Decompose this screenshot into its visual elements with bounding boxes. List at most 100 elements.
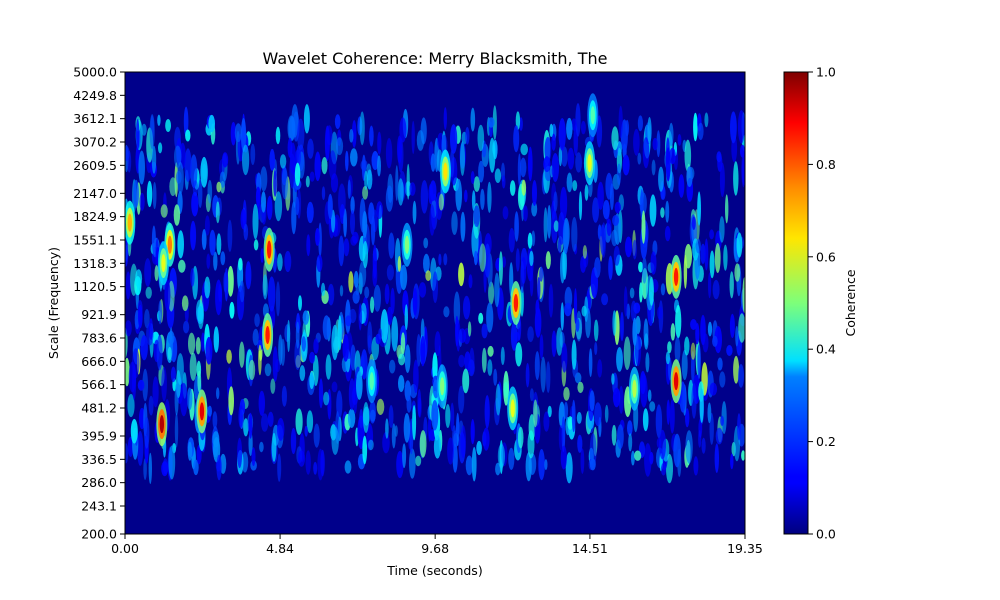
heatmap-cell <box>527 232 533 249</box>
heatmap-cell <box>376 398 385 415</box>
heatmap-cell <box>385 185 394 212</box>
heatmap-cell <box>268 276 276 312</box>
heatmap-cell <box>148 452 152 485</box>
heatmap-cell <box>385 138 393 169</box>
heatmap-cell <box>359 409 364 429</box>
heatmap-cell <box>580 120 586 135</box>
heatmap-cell <box>623 286 628 317</box>
heatmap-cell <box>127 393 135 418</box>
colorbar: 0.0 0.2 0.4 0.6 0.8 1.0 Coherence <box>783 65 858 542</box>
heatmap-cell <box>144 309 150 329</box>
heatmap-cell <box>558 146 563 167</box>
y-tick-label: 200.0 <box>81 527 117 542</box>
heatmap-cell <box>177 161 184 195</box>
heatmap-cell <box>573 288 578 324</box>
heatmap-cell <box>547 204 552 239</box>
heatmap-cell <box>581 305 587 317</box>
heatmap-cell <box>730 453 734 470</box>
heatmap-cell <box>384 283 390 305</box>
heatmap-cell <box>564 302 572 317</box>
heatmap-cell <box>216 454 222 481</box>
heatmap-cell <box>567 416 573 430</box>
heatmap-cell <box>450 402 455 432</box>
heatmap-cell <box>534 351 540 381</box>
heatmap-cell <box>197 370 202 393</box>
heatmap-cell <box>411 120 415 154</box>
heatmap-cell <box>458 328 467 344</box>
heatmap-cell <box>625 119 629 137</box>
heatmap-cell <box>306 410 314 434</box>
heatmap-cell <box>691 216 696 230</box>
heatmap-cell <box>735 325 739 347</box>
heatmap-cell <box>161 366 167 402</box>
heatmap-cell <box>423 237 429 249</box>
heatmap-cell <box>561 342 568 373</box>
heatmap-cell <box>419 430 427 458</box>
heatmap-cell <box>306 234 311 257</box>
x-axis-label: Time (seconds) <box>386 563 482 578</box>
heatmap-cell <box>339 285 344 297</box>
heatmap-cell <box>669 399 675 434</box>
y-tick-label: 4249.8 <box>73 88 117 103</box>
heatmap-cell <box>309 171 315 182</box>
heatmap-cell <box>708 272 712 299</box>
heatmap-cell <box>674 336 681 364</box>
hotspot-core <box>161 254 166 273</box>
heatmap-cell <box>409 182 416 196</box>
heatmap-cell <box>406 395 412 413</box>
heatmap-cell <box>460 425 466 459</box>
heatmap-cell <box>151 225 156 254</box>
heatmap-cell <box>398 353 406 366</box>
heatmap-cell <box>337 315 342 351</box>
heatmap-cell <box>280 338 286 366</box>
heatmap-cell <box>352 231 359 244</box>
heatmap-cell <box>644 333 649 350</box>
heatmap-cell <box>149 318 153 341</box>
heatmap-cell <box>132 348 140 379</box>
heatmap-cell <box>604 404 609 423</box>
heatmap-cell <box>638 261 644 273</box>
heatmap-cell <box>738 364 744 388</box>
heatmap-cell <box>351 120 357 148</box>
heatmap-cell <box>571 118 577 131</box>
heatmap-cell <box>371 215 376 246</box>
y-tick-label: 481.2 <box>81 400 117 415</box>
heatmap-cell <box>695 238 701 254</box>
hotspot-core <box>440 377 445 396</box>
heatmap-cell <box>143 458 147 480</box>
heatmap-cell <box>594 257 601 278</box>
heatmap-cell <box>500 346 505 365</box>
heatmap-cell <box>690 342 696 360</box>
heatmap-cell <box>447 437 454 465</box>
heatmap-cell <box>431 400 439 431</box>
heatmap-cell <box>443 253 448 266</box>
heatmap-cell <box>240 117 247 152</box>
heatmap-cell <box>659 429 666 460</box>
x-tick-label: 4.84 <box>266 541 294 556</box>
heatmap-cell <box>193 459 199 476</box>
heatmap-cell <box>430 153 436 172</box>
heatmap-cell <box>725 194 729 224</box>
heatmap-cell <box>220 251 226 266</box>
heatmap-cell <box>558 117 566 151</box>
heatmap-cell <box>127 436 134 457</box>
heatmap-cell <box>420 180 429 214</box>
heatmap-cell <box>295 321 300 349</box>
heatmap-cell <box>572 180 578 192</box>
heatmap-cell <box>413 359 419 394</box>
heatmap-cell <box>553 191 558 212</box>
heatmap-cell <box>404 304 408 331</box>
heatmap-cell <box>391 316 399 352</box>
heatmap-cell <box>275 359 281 373</box>
hotspot-core <box>266 240 272 259</box>
heatmap-cell <box>376 201 383 220</box>
heatmap-cell <box>685 408 690 428</box>
heatmap-cell <box>556 327 563 356</box>
heatmap-cell <box>714 326 722 354</box>
heatmap-cell <box>260 248 264 263</box>
heatmap-cell <box>327 283 335 306</box>
heatmap-cell <box>192 180 198 197</box>
heatmap-cell <box>325 354 332 380</box>
heatmap-cell <box>382 432 390 454</box>
heatmap-cell <box>488 281 495 305</box>
